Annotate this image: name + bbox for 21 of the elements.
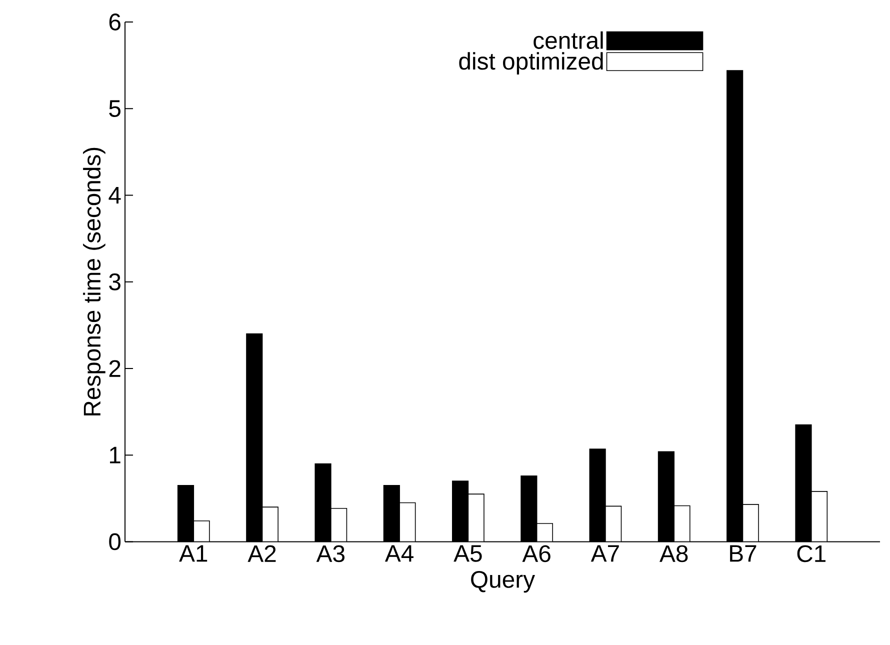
y-tick-label: 0: [109, 533, 121, 550]
y-tick-label: 2: [109, 360, 120, 377]
x-tick-label: A8: [660, 545, 688, 562]
legend-label: central: [534, 31, 603, 49]
x-tick-label: C1: [797, 545, 826, 562]
y-tick-label: 3: [109, 273, 120, 290]
y-tick-label: 6: [109, 14, 120, 30]
x-tick-label: A1: [179, 545, 208, 562]
y-tick-label: 4: [108, 187, 121, 204]
y-axis-title: Response time (seconds): [83, 148, 106, 416]
x-tick-label: A3: [316, 545, 344, 562]
x-tick-label: A6: [522, 545, 550, 562]
x-tick-label: B7: [730, 545, 756, 562]
x-tick-label: A5: [454, 545, 482, 562]
x-tick-label: A7: [590, 545, 619, 562]
y-tick-label: 5: [109, 100, 120, 117]
x-tick-label: A4: [384, 545, 414, 562]
x-axis-title: Query: [471, 570, 536, 593]
x-tick-label: A2: [248, 545, 276, 562]
legend-label: dist optimized: [459, 52, 603, 74]
y-tick-label: 1: [110, 446, 120, 464]
